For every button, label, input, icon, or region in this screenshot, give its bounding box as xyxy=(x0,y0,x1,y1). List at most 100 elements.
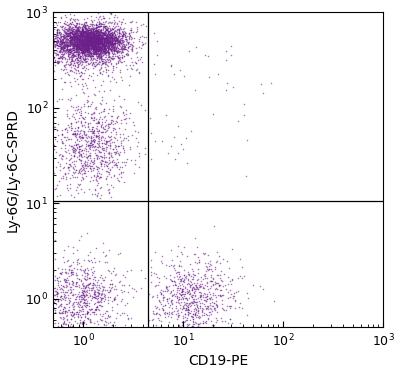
Point xyxy=(80,116,87,122)
Point xyxy=(100,43,106,49)
Point xyxy=(75,31,81,37)
Point xyxy=(82,41,88,47)
Point xyxy=(98,29,104,35)
Point xyxy=(56,49,63,55)
Point xyxy=(74,32,80,38)
Point xyxy=(120,33,127,39)
Point xyxy=(80,46,86,52)
Point xyxy=(75,31,82,37)
Point xyxy=(60,42,67,48)
Point xyxy=(87,29,93,35)
Point xyxy=(108,151,114,157)
Point xyxy=(58,40,64,46)
Point xyxy=(94,27,100,33)
Point xyxy=(104,35,110,41)
Point xyxy=(66,142,72,148)
Point xyxy=(105,134,112,140)
Point xyxy=(62,38,68,44)
Point xyxy=(68,34,74,40)
Point xyxy=(118,35,124,41)
Point xyxy=(82,40,89,46)
Point xyxy=(91,25,97,31)
Point xyxy=(67,298,74,304)
Point xyxy=(196,289,202,295)
Point xyxy=(176,300,182,306)
Point xyxy=(133,50,140,56)
Point xyxy=(83,142,89,148)
Point xyxy=(104,49,111,55)
Point xyxy=(70,33,76,39)
Point xyxy=(70,33,77,39)
Point xyxy=(156,324,163,330)
Point xyxy=(76,144,82,150)
Point xyxy=(63,113,70,119)
Point xyxy=(110,41,116,47)
Point xyxy=(96,48,102,54)
Point xyxy=(98,54,104,60)
Point xyxy=(84,34,90,40)
Point xyxy=(71,33,77,39)
Point xyxy=(106,294,113,300)
Point xyxy=(97,36,104,42)
Point xyxy=(101,36,107,42)
Point xyxy=(101,31,107,37)
Point xyxy=(70,144,76,150)
Point xyxy=(54,38,61,44)
Point xyxy=(99,295,105,301)
Point xyxy=(73,49,80,55)
Point xyxy=(79,25,86,31)
Point xyxy=(62,30,69,36)
Point xyxy=(61,259,68,265)
Point xyxy=(96,21,102,27)
Point xyxy=(85,27,92,33)
Point xyxy=(56,30,62,36)
Point xyxy=(90,276,96,282)
Point xyxy=(52,35,58,41)
Point xyxy=(88,29,94,35)
Point xyxy=(100,30,106,36)
Point xyxy=(97,39,103,45)
Point xyxy=(79,70,85,76)
Point xyxy=(106,138,112,144)
Point xyxy=(80,27,86,33)
Point xyxy=(86,142,92,148)
Point xyxy=(60,27,66,33)
Point xyxy=(174,253,180,259)
Point xyxy=(188,279,194,285)
Point xyxy=(64,42,71,48)
Point xyxy=(192,312,198,318)
Point xyxy=(84,298,90,304)
Point xyxy=(109,31,115,37)
Point xyxy=(93,57,99,63)
Point xyxy=(106,54,112,60)
Point xyxy=(80,291,86,297)
Point xyxy=(164,296,170,302)
Point xyxy=(226,303,232,309)
Point xyxy=(80,170,87,176)
Point xyxy=(94,31,100,37)
Point xyxy=(66,46,72,52)
Point xyxy=(105,30,112,36)
Point xyxy=(114,37,120,43)
Point xyxy=(97,39,103,45)
Point xyxy=(82,304,89,310)
Point xyxy=(90,36,97,42)
Point xyxy=(93,30,100,36)
Point xyxy=(72,130,78,136)
Point xyxy=(117,40,124,46)
Point xyxy=(101,42,107,47)
Point xyxy=(111,29,118,35)
Point xyxy=(66,30,73,36)
Point xyxy=(63,34,70,40)
Point xyxy=(109,42,115,48)
Point xyxy=(53,40,60,46)
Point xyxy=(94,38,101,44)
Point xyxy=(116,56,123,62)
Point xyxy=(76,57,83,63)
Point xyxy=(96,37,102,43)
Point xyxy=(114,37,120,43)
Point xyxy=(79,304,86,310)
Point xyxy=(73,157,79,163)
Point xyxy=(102,49,109,55)
Point xyxy=(111,47,117,53)
